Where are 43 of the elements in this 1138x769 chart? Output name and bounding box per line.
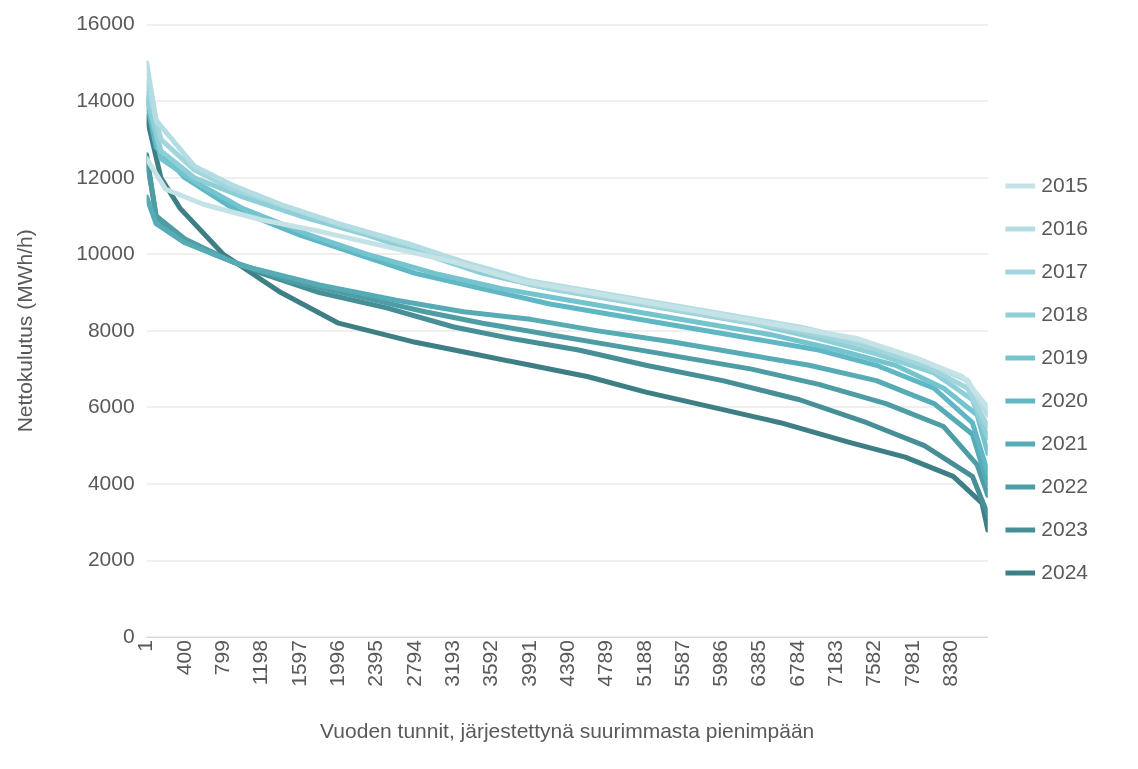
y-tick-label: 14000: [76, 87, 135, 111]
x-tick-label: 7582: [861, 640, 885, 687]
legend-label: 2019: [1041, 344, 1088, 368]
y-tick-label: 16000: [76, 11, 135, 35]
legend-label: 2024: [1041, 559, 1089, 583]
legend-label: 2018: [1041, 301, 1088, 325]
y-axis-title: Nettokulutus (MWh/h): [13, 229, 37, 433]
x-tick-label: 6385: [746, 640, 770, 687]
y-tick-label: 6000: [87, 394, 135, 418]
x-tick-label: 8380: [938, 640, 962, 687]
x-tick-label: 7183: [823, 640, 847, 687]
x-tick-label: 3592: [478, 640, 502, 687]
y-tick-label: 10000: [76, 241, 135, 265]
legend-label: 2017: [1041, 258, 1088, 282]
legend-label: 2016: [1041, 215, 1088, 239]
x-tick-label: 1996: [324, 640, 348, 687]
y-tick-label: 4000: [87, 470, 135, 494]
legend-label: 2020: [1041, 387, 1088, 411]
legend-label: 2022: [1041, 473, 1088, 497]
x-tick-label: 5986: [708, 640, 732, 687]
y-tick-label: 8000: [87, 317, 135, 341]
legend-label: 2015: [1041, 172, 1088, 196]
y-tick-label: 12000: [76, 164, 135, 188]
x-tick-label: 4390: [554, 640, 578, 687]
x-tick-label: 3991: [516, 640, 540, 687]
x-tick-label: 3193: [439, 640, 463, 687]
x-tick-label: 4789: [593, 640, 617, 687]
x-tick-label: 799: [210, 640, 234, 676]
y-tick-label: 0: [122, 623, 135, 647]
x-tick-label: 5587: [669, 640, 693, 687]
x-tick-label: 7981: [899, 640, 923, 687]
x-tick-label: 5188: [631, 640, 655, 687]
x-tick-label: 2794: [401, 639, 425, 687]
legend-label: 2023: [1041, 516, 1088, 540]
legend-label: 2021: [1041, 430, 1088, 454]
x-tick-label: 1: [133, 640, 157, 652]
x-tick-label: 1198: [248, 640, 272, 686]
x-tick-label: 6784: [784, 639, 808, 687]
x-tick-label: 400: [171, 640, 195, 676]
x-tick-label: 1597: [286, 640, 310, 687]
x-axis-title: Vuoden tunnit, järjestettynä suurimmasta pienimpään: [320, 719, 815, 743]
y-tick-label: 2000: [87, 547, 135, 571]
x-tick-label: 2395: [363, 640, 387, 687]
